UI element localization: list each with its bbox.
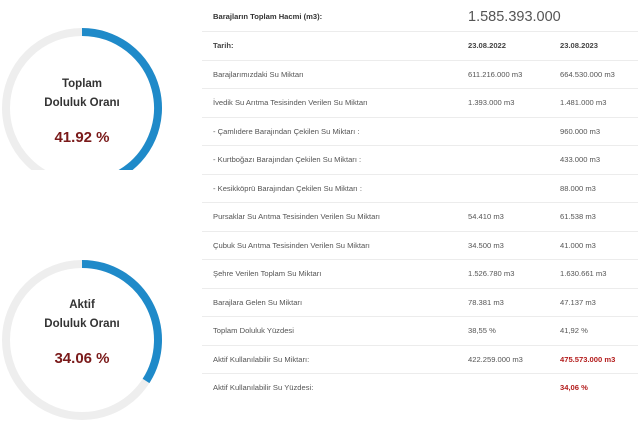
date-header-row: Tarih: 23.08.2022 23.08.2023 bbox=[202, 32, 638, 61]
table-row-value-2023: 88.000 m3 bbox=[560, 183, 596, 193]
table-row: Çubuk Su Arıtma Tesisinden Verilen Su Mi… bbox=[202, 232, 638, 260]
table-row-value-2023: 960.000 m3 bbox=[560, 126, 601, 136]
date-column-1: 23.08.2022 bbox=[468, 41, 507, 50]
table-row-label: Barajlarımızdaki Su Miktarı bbox=[213, 69, 304, 79]
table-row-label: Toplam Doluluk Yüzdesi bbox=[213, 326, 294, 335]
table-row-value-2023: 47.137 m3 bbox=[560, 297, 596, 307]
table-row-value-2023: 1.630.661 m3 bbox=[560, 269, 607, 278]
table-row: Pursaklar Su Arıtma Tesisinden Verilen S… bbox=[202, 203, 638, 232]
table-row: Barajlara Gelen Su Miktarı 78.381 m3 47.13… bbox=[202, 289, 638, 317]
total-volume-value: 1.585.393.000 bbox=[468, 9, 561, 25]
table-row-value-2022: 611.216.000 m3 bbox=[468, 69, 523, 79]
table-row-value-2022: 34.500 m3 bbox=[468, 240, 504, 250]
total-fill-label-line2: Doluluk Oranı bbox=[44, 97, 120, 109]
table-row-value-2023: 41,92 % bbox=[560, 326, 588, 335]
total-volume-label: Barajların Toplam Hacmi (m3): bbox=[213, 12, 323, 21]
total-fill-value: 41.92 % bbox=[54, 129, 110, 146]
table-row-label: İvedik Su Arıtma Tesisinden Verilen Su M… bbox=[213, 98, 368, 107]
total-fill-label-line1: Toplam bbox=[61, 78, 103, 90]
active-fill-value: 34.06 % bbox=[54, 350, 110, 367]
table-row: Toplam Doluluk Yüzdesi 38,55 % 41,92 % bbox=[202, 317, 638, 346]
active-fill-gauge-ring bbox=[2, 260, 162, 420]
table-row-value-2022: 54.410 m3 bbox=[468, 212, 504, 221]
total-fill-gauge-arc bbox=[81, 28, 162, 170]
table-row-label: Çubuk Su Arıtma Tesisinden Verilen Su Mi… bbox=[213, 240, 370, 250]
dam-statistics-table: Barajların Toplam Hacmi (m3): 1.585.393.… bbox=[202, 2, 638, 403]
table-row: - Kesikköprü Barajından Çekilen Su Mikta… bbox=[202, 175, 638, 203]
table-row-label: - Çamlıdere Barajından Çekilen Su Miktar… bbox=[213, 126, 360, 136]
table-row-label: Aktif Kullanılabilir Su Miktarı: bbox=[213, 354, 310, 364]
table-row-value-2022: 38,55 % bbox=[468, 326, 496, 335]
table-row: - Kurtboğazı Barajından Çekilen Su Mikta… bbox=[202, 146, 638, 175]
total-volume-row: Barajların Toplam Hacmi (m3): 1.585.393.… bbox=[202, 2, 638, 32]
table-row-value-2023: 433.000 m3 bbox=[560, 155, 601, 164]
table-row-value-2022: 78.381 m3 bbox=[468, 297, 504, 307]
table-row-value-2023: 61.538 m3 bbox=[560, 212, 596, 221]
table-row: Şehre Verilen Toplam Su Miktarı 1.526.780… bbox=[202, 260, 638, 289]
table-row-value-2022: 1.393.000 m3 bbox=[468, 98, 515, 107]
table-row-value-2022: 1.526.780 m3 bbox=[468, 269, 515, 278]
table-row: - Çamlıdere Barajından Çekilen Su Miktar… bbox=[202, 118, 638, 146]
table-row-label: Barajlara Gelen Su Miktarı bbox=[213, 297, 303, 307]
table-row-value-2023: 34,06 % bbox=[560, 383, 588, 392]
total-fill-gauge bbox=[0, 28, 170, 205]
table-row-value-2023: 1.481.000 m3 bbox=[560, 98, 607, 107]
date-label: Tarih: bbox=[213, 41, 234, 50]
table-row-value-2022: 422.259.000 m3 bbox=[468, 354, 523, 364]
table-row: Aktif Kullanılabilir Su Yüzdesi: 34,06 % bbox=[202, 374, 638, 403]
table-row-label: - Kurtboğazı Barajından Çekilen Su Mikta… bbox=[213, 155, 362, 164]
table-row-label: - Kesikköprü Barajından Çekilen Su Mikta… bbox=[213, 183, 362, 193]
table-row: İvedik Su Arıtma Tesisinden Verilen Su M… bbox=[202, 89, 638, 118]
table-row: Aktif Kullanılabilir Su Miktarı: 422.259.… bbox=[202, 346, 638, 374]
active-fill-label-line1: Aktif bbox=[69, 299, 95, 311]
table-row-label: Pursaklar Su Arıtma Tesisinden Verilen S… bbox=[213, 212, 380, 221]
table-row: Barajlarımızdaki Su Miktarı 611.216.000 m… bbox=[202, 61, 638, 89]
active-fill-gauge-arc bbox=[81, 260, 162, 384]
total-fill-gauge-ring bbox=[2, 28, 162, 170]
table-row-label: Şehre Verilen Toplam Su Miktarı bbox=[213, 269, 322, 278]
total-fill-gauge-text: Toplam Doluluk Oranı 41.92 % bbox=[0, 75, 164, 146]
active-fill-label-line2: Doluluk Oranı bbox=[44, 318, 120, 330]
date-column-2: 23.08.2023 bbox=[560, 41, 599, 50]
table-row-value-2023: 664.530.000 m3 bbox=[560, 69, 615, 79]
table-row-value-2023: 41.000 m3 bbox=[560, 240, 596, 250]
active-fill-gauge-text: Aktif Doluluk Oranı 34.06 % bbox=[0, 296, 164, 367]
table-row-value-2023: 475.573.000 m3 bbox=[560, 354, 616, 364]
active-fill-gauge bbox=[0, 256, 170, 422]
table-row-label: Aktif Kullanılabilir Su Yüzdesi: bbox=[213, 383, 314, 392]
